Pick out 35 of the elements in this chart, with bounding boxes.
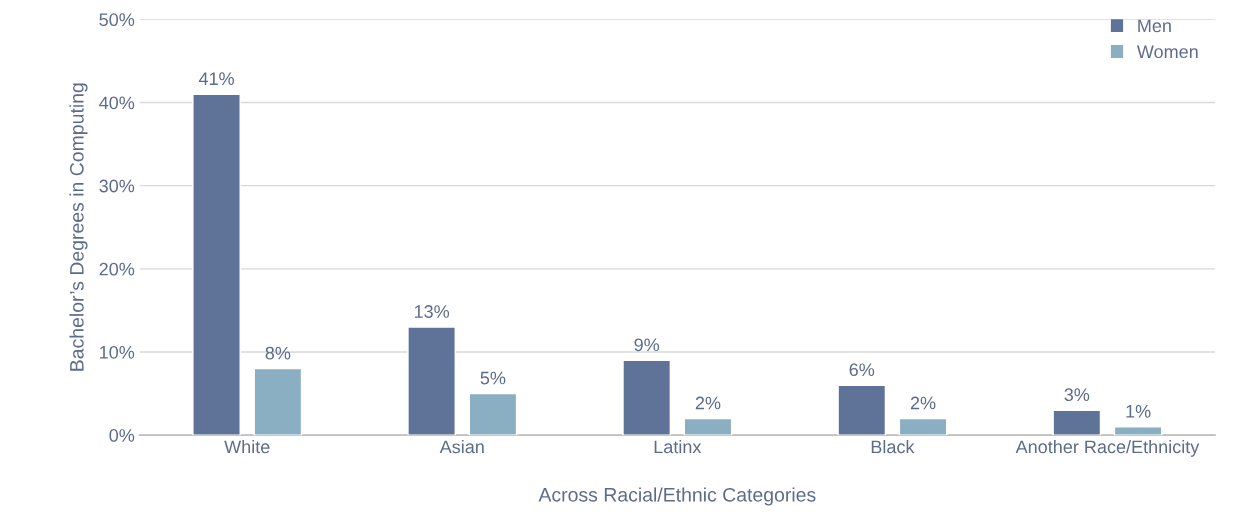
bar (837, 384, 887, 436)
bar (192, 93, 241, 436)
bar (253, 367, 303, 436)
y-tick-label: 30% (99, 179, 135, 193)
data-label: 41% (198, 72, 234, 85)
x-tick-label: Another Race/Ethnicity (1015, 440, 1200, 457)
data-label: 9% (634, 338, 660, 352)
data-label: 1% (1126, 404, 1151, 418)
data-label: 8% (265, 346, 291, 360)
x-tick-label: Asian (439, 440, 484, 454)
x-tick-label: White (224, 440, 270, 454)
x-axis-title: Across Racial/Ethnic Categories (538, 487, 816, 506)
bar (622, 359, 672, 436)
data-label: 13% (414, 305, 450, 318)
bar (468, 392, 518, 436)
y-tick-label: 0% (109, 429, 135, 442)
bar (898, 417, 948, 436)
data-label: 5% (480, 371, 506, 385)
x-tick-label: Black (871, 440, 915, 454)
y-tick-label: 10% (100, 345, 135, 359)
y-tick-label: 40% (99, 96, 135, 110)
y-tick-label: 50% (99, 13, 135, 27)
data-label: 6% (849, 363, 875, 377)
data-label: 3% (1064, 388, 1090, 402)
bar (407, 326, 456, 436)
bar (1113, 426, 1163, 436)
x-tick-label: Latinx (654, 440, 702, 454)
legend-label: Women (1136, 45, 1198, 59)
legend-label: Men (1138, 19, 1171, 33)
data-label: 2% (695, 396, 721, 410)
y-tick-label: 20% (99, 262, 135, 276)
data-label: 2% (910, 396, 936, 410)
y-axis-title: Bachelor’s Degrees in Computing (69, 83, 88, 371)
bar (683, 417, 733, 436)
bar (1052, 409, 1102, 436)
